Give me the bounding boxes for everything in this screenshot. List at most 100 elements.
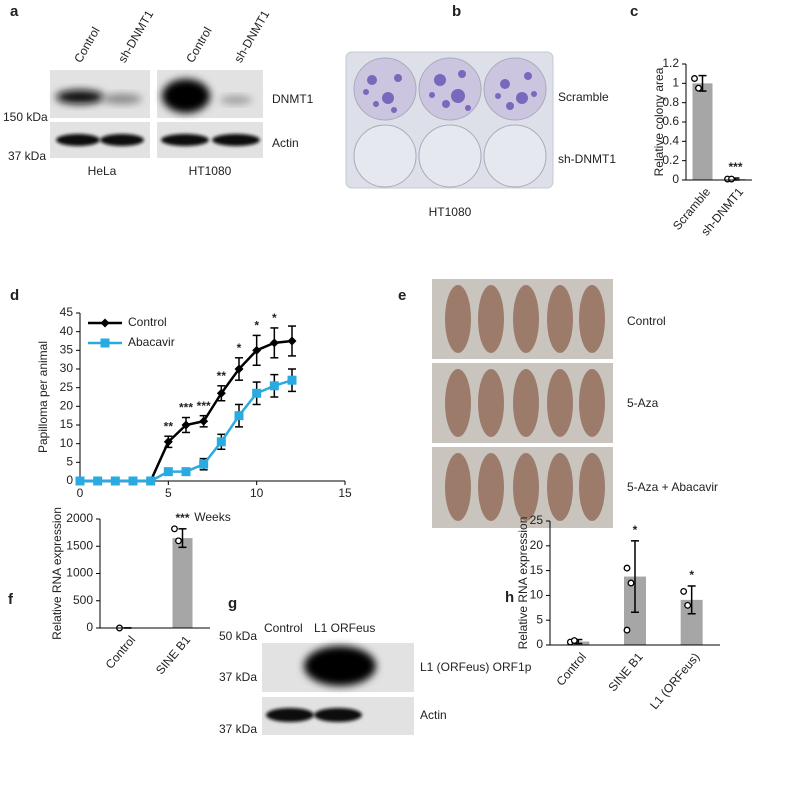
error-bar (687, 585, 696, 615)
lane-label: L1 ORFeus (314, 621, 375, 635)
significance: *** (175, 511, 189, 525)
band (304, 646, 376, 686)
well (483, 57, 547, 121)
marker (252, 388, 262, 398)
band (102, 94, 142, 104)
panel-a: a Control sh-DNMT1 Control sh-DNMT1 DNMT… (3, 3, 314, 178)
marker (181, 420, 191, 430)
marker-label: 37 kDa (219, 722, 257, 736)
panel-letter: c (630, 3, 638, 20)
bar (172, 538, 193, 628)
lane-label: sh-DNMT1 (115, 8, 156, 66)
x-tick-label: 10 (250, 486, 264, 500)
x-tick-label: Control (553, 650, 589, 689)
marker (93, 476, 103, 486)
marker-label: 37 kDa (219, 670, 257, 684)
significance: * (633, 523, 638, 537)
band (220, 96, 252, 104)
y-tick-label: 0.2 (662, 153, 679, 167)
data-point (171, 525, 178, 533)
protein-label: L1 (ORFeus) ORF1p (420, 660, 532, 674)
data-point (175, 537, 182, 545)
cell-label: HT1080 (429, 205, 472, 219)
panel-letter: b (452, 3, 461, 20)
data-point (623, 564, 631, 572)
well (353, 57, 417, 121)
band (56, 134, 100, 146)
marker-label: 50 kDa (219, 629, 257, 643)
lane-label: sh-DNMT1 (231, 8, 272, 66)
x-tick-label: L1 (ORFeus) (647, 650, 702, 712)
marker (100, 338, 110, 348)
marker (163, 437, 173, 447)
marker (199, 416, 209, 426)
x-axis-label: Weeks (194, 510, 230, 524)
x-tick-label: 15 (338, 486, 352, 500)
significance: * (689, 568, 694, 582)
y-axis-label: Relative RNA expression (516, 517, 530, 650)
x-tick-label: Control (103, 633, 139, 672)
y-tick-label: 30 (60, 361, 74, 375)
marker (128, 476, 138, 486)
cell-label: HeLa (88, 164, 117, 178)
significance: * (254, 319, 259, 333)
panel-letter: h (505, 589, 514, 606)
significance: * (272, 311, 277, 325)
y-tick-label: 1.2 (662, 56, 679, 70)
well (483, 124, 547, 188)
significance: *** (728, 160, 742, 174)
well (418, 57, 482, 121)
legend-label: Control (128, 315, 167, 329)
y-tick-label: 10 (60, 436, 74, 450)
band (100, 134, 144, 146)
row-label: sh-DNMT1 (558, 152, 616, 166)
panel-letter: e (398, 287, 406, 304)
significance: *** (179, 401, 193, 415)
legend-label: Abacavir (128, 335, 175, 349)
y-tick-label: 15 (530, 563, 544, 577)
marker (287, 336, 297, 346)
y-tick-label: 0.6 (662, 114, 679, 128)
y-tick-label: 0 (86, 620, 93, 634)
marker (287, 375, 297, 385)
panel-letter: f (8, 591, 14, 608)
x-tick-label: SINE B1 (605, 650, 646, 695)
panel-letter: d (10, 287, 19, 304)
marker (269, 381, 279, 391)
band (266, 708, 314, 722)
data-point (684, 601, 692, 609)
x-tick-label: 0 (77, 486, 84, 500)
protein-label: DNMT1 (272, 92, 314, 106)
marker (252, 345, 262, 355)
data-point (570, 637, 578, 644)
significance: ** (164, 419, 174, 433)
panel-b: b Scramble sh-DNMT1 HT1080 (345, 3, 616, 219)
x-tick-label: SINE B1 (153, 633, 194, 678)
well (418, 124, 482, 188)
data-point (728, 175, 735, 183)
protein-label: Actin (272, 136, 299, 150)
y-axis-label: Relative colony area (652, 67, 666, 176)
panel-letter: g (228, 595, 237, 612)
cell-label: HT1080 (189, 164, 232, 178)
y-tick-label: 1 (672, 76, 679, 90)
band (56, 90, 104, 104)
band (212, 134, 260, 146)
marker (199, 459, 209, 469)
significance: *** (197, 399, 211, 413)
x-tick-label: 5 (165, 486, 172, 500)
marker-label: 150 kDa (3, 110, 48, 124)
group-label: Control (627, 314, 666, 328)
y-tick-label: 0 (66, 473, 73, 487)
marker (181, 467, 191, 477)
band (162, 79, 210, 113)
y-tick-label: 0 (672, 172, 679, 186)
y-axis-label: Papilloma per animal (36, 341, 50, 453)
y-tick-label: 40 (60, 324, 74, 338)
significance: ** (217, 369, 227, 383)
marker (216, 388, 226, 398)
y-tick-label: 0.4 (662, 134, 679, 148)
marker (75, 476, 85, 486)
y-tick-label: 35 (60, 343, 74, 357)
